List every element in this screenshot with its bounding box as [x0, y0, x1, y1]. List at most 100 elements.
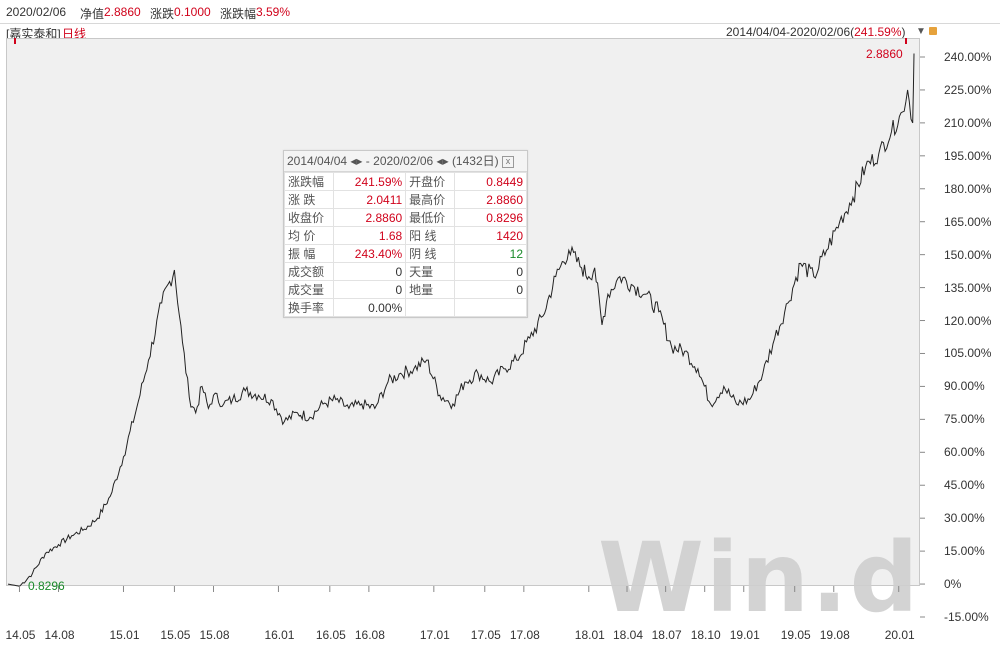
- popup-start-date: 2014/04/04: [287, 154, 348, 168]
- y-grid: [920, 56, 925, 618]
- stats-value: 12: [453, 244, 528, 263]
- x-tick-label: 17.05: [470, 628, 501, 642]
- chart-subheader: [嘉实泰和] 日线 2014/04/04-2020/02/06(241.59%): [0, 24, 1000, 41]
- stats-label: 振 幅: [284, 244, 334, 263]
- popup-start-arrows-icon[interactable]: ◂▸: [350, 154, 363, 168]
- stats-value: 0: [332, 280, 407, 299]
- fund-name[interactable]: [嘉实泰和]: [6, 27, 61, 41]
- range-close: ): [901, 25, 906, 39]
- y-tick-label: 195.00%: [944, 148, 992, 163]
- series-line: [7, 53, 915, 587]
- y-tick-label: 60.00%: [944, 445, 985, 460]
- stats-value: 0.8449: [453, 172, 528, 191]
- stats-label: 最低价: [405, 208, 455, 227]
- range-text: 2014/04/04-2020/02/06(241.59%): [726, 25, 905, 39]
- pct-change-label: 涨跌幅: [220, 7, 257, 21]
- x-tick-label: 19.05: [780, 628, 811, 642]
- x-tick-label: 18.10: [690, 628, 721, 642]
- stats-value: 241.59%: [332, 172, 407, 191]
- stats-label: 均 价: [284, 226, 334, 245]
- stats-label: 涨跌幅: [284, 172, 334, 191]
- popup-dash: -: [365, 154, 370, 168]
- popup-header: 2014/04/04 ◂▸ - 2020/02/06 ◂▸ (1432日) x: [284, 151, 527, 172]
- wind-watermark: Win.d: [598, 522, 921, 634]
- period-label[interactable]: 日线: [62, 27, 87, 41]
- y-tick-label: 180.00%: [944, 181, 992, 196]
- x-tick-label: 16.01: [264, 628, 295, 642]
- stats-row: 成交量 0 地量 0: [284, 280, 528, 299]
- stats-label: 最高价: [405, 190, 455, 209]
- stats-value: 1420: [453, 226, 528, 245]
- lock-icon[interactable]: [929, 27, 937, 35]
- stats-value: 0: [332, 262, 407, 281]
- stats-label: 收盘价: [284, 208, 334, 227]
- stats-label: 地量: [405, 280, 455, 299]
- x-tick-label: 15.01: [109, 628, 140, 642]
- y-tick-label: 75.00%: [944, 412, 985, 427]
- range-dates: 2014/04/04-2020/02/06(: [726, 25, 855, 39]
- stats-value: 0.8296: [453, 208, 528, 227]
- quote-bar: 2020/02/06 净值 2.8860 涨跌 0.1000 涨跌幅 3.59%: [0, 0, 1000, 22]
- y-tick-label: 90.00%: [944, 379, 985, 394]
- stats-label: 涨 跌: [284, 190, 334, 209]
- x-tick-label: 15.08: [199, 628, 230, 642]
- popup-end-date: 2020/02/06: [373, 154, 434, 168]
- stats-value: 0.00%: [332, 298, 407, 317]
- x-tick-label: 19.01: [729, 628, 760, 642]
- stats-value: 0: [453, 280, 528, 299]
- popup-end-arrows-icon[interactable]: ◂▸: [436, 154, 449, 168]
- x-tick-label: 18.04: [613, 628, 644, 642]
- y-tick-label: 165.00%: [944, 214, 992, 229]
- x-tick-label: 19.08: [819, 628, 850, 642]
- y-tick-label: 210.00%: [944, 115, 992, 130]
- stats-value: 243.40%: [332, 244, 407, 263]
- stats-label: 天量: [405, 262, 455, 281]
- stats-label: 开盘价: [405, 172, 455, 191]
- stats-label: 成交量: [284, 280, 334, 299]
- x-tick-label: 16.08: [354, 628, 385, 642]
- x-tick-label: 16.05: [315, 628, 346, 642]
- nav-label: 净值: [80, 7, 105, 21]
- stats-label: [405, 298, 455, 317]
- x-tick-label: 17.08: [509, 628, 540, 642]
- change-value: 0.1000: [174, 5, 211, 19]
- range-stats-popup[interactable]: 2014/04/04 ◂▸ - 2020/02/06 ◂▸ (1432日) x …: [283, 150, 528, 318]
- y-tick-label: 135.00%: [944, 280, 992, 295]
- max-value-label: 2.8860: [866, 47, 903, 61]
- x-tick-marks: [18, 586, 900, 592]
- x-tick-label: 18.07: [651, 628, 682, 642]
- stats-value: 1.68: [332, 226, 407, 245]
- y-tick-label: 30.00%: [944, 511, 985, 526]
- stats-row: 换手率 0.00%: [284, 298, 528, 317]
- x-tick-label: 17.01: [419, 628, 450, 642]
- popup-days: (1432日): [451, 154, 499, 168]
- nav-value: 2.8860: [104, 5, 141, 19]
- x-tick-label: 18.01: [574, 628, 605, 642]
- y-tick-label: 225.00%: [944, 82, 992, 97]
- header-divider: [0, 23, 1000, 24]
- stats-label: 阴 线: [405, 244, 455, 263]
- y-tick-label: 15.00%: [944, 544, 985, 559]
- y-tick-label: -15.00%: [944, 610, 989, 624]
- stats-row: 均 价 1.68 阳 线 1420: [284, 226, 528, 245]
- stats-row: 成交额 0 天量 0: [284, 262, 528, 281]
- stats-value: 0: [453, 262, 528, 281]
- x-tick-label: 15.05: [160, 628, 191, 642]
- stats-table: 涨跌幅 241.59% 开盘价 0.8449 涨 跌 2.0411 最高价 2.8860 收盘价…: [284, 172, 528, 317]
- y-tick-label: 45.00%: [944, 478, 985, 493]
- y-tick-label: 0%: [944, 577, 962, 592]
- close-icon[interactable]: x: [501, 155, 514, 168]
- stats-label: 阳 线: [405, 226, 455, 245]
- stats-value: 2.0411: [332, 190, 407, 209]
- y-tick-label: 240.00%: [944, 50, 992, 64]
- min-value-label: 0.8296: [28, 579, 65, 593]
- dropdown-triangle-icon[interactable]: ▼: [916, 26, 926, 37]
- y-tick-label: 120.00%: [944, 313, 992, 328]
- stats-value: [453, 298, 528, 317]
- x-tick-label: 14.08: [44, 628, 75, 642]
- pct-change-value: 3.59%: [256, 5, 291, 19]
- stats-row: 涨跌幅 241.59% 开盘价 0.8449: [284, 172, 528, 191]
- stats-row: 振 幅 243.40% 阴 线 12: [284, 244, 528, 263]
- y-tick-label: 105.00%: [944, 346, 992, 361]
- quote-date: 2020/02/06: [6, 5, 67, 19]
